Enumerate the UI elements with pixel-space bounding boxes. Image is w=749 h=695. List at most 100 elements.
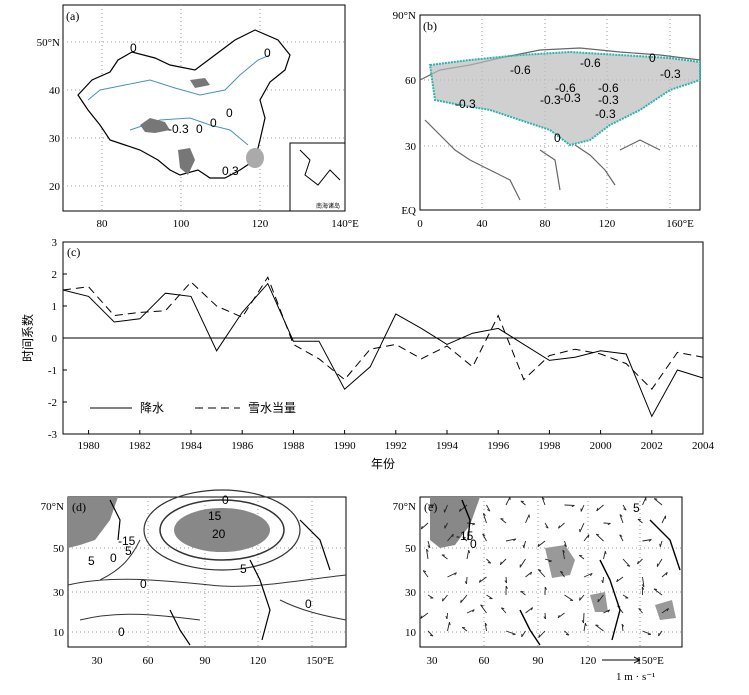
wind-vector xyxy=(505,496,511,506)
wind-vector-head xyxy=(472,523,476,526)
wind-vector-head xyxy=(452,534,454,538)
contour-label: 0 xyxy=(118,625,125,639)
x-tick-label: 2002 xyxy=(641,440,663,452)
wind-vector xyxy=(642,539,652,542)
lat-tick: 50 xyxy=(405,543,417,555)
wind-vector-head xyxy=(484,622,488,626)
wind-vector-head xyxy=(548,560,552,563)
wind-vector-head xyxy=(454,572,457,576)
wind-vector xyxy=(520,591,526,596)
x-tick-label: 2000 xyxy=(590,440,613,452)
wind-vector-head xyxy=(619,534,623,537)
wind-vector xyxy=(653,588,663,596)
wind-vector-head xyxy=(420,615,423,619)
panel-a: (a) 0 0 0 -0.3 0 0 0.3 南海诸岛 50°N 40 30 2… xyxy=(37,4,359,230)
wind-vector-head xyxy=(537,543,540,547)
wind-vector-head xyxy=(579,554,583,557)
lat-tick: 30 xyxy=(405,587,417,599)
wind-vector-head xyxy=(565,633,570,636)
wind-vector-head xyxy=(637,560,639,565)
lon-tick: 80 xyxy=(97,218,109,230)
wind-vector-head xyxy=(584,622,587,627)
contour-label: 0 xyxy=(305,597,312,611)
wind-vector xyxy=(480,604,487,614)
wind-vector-head xyxy=(560,570,564,574)
lon-tick: 90 xyxy=(200,655,212,667)
wind-vector xyxy=(595,533,604,542)
wind-vector-head xyxy=(442,598,444,602)
wind-vector xyxy=(562,550,565,560)
wind-vector xyxy=(520,500,526,506)
wind-vector-head xyxy=(641,586,645,590)
wind-vector-head xyxy=(487,509,491,512)
wind-vector xyxy=(579,522,585,533)
wind-vector xyxy=(659,540,663,547)
wind-vector-head xyxy=(431,504,435,507)
wind-vector-head xyxy=(597,599,599,603)
contour-label: 0 xyxy=(210,116,217,130)
x-tick-label: 1982 xyxy=(129,440,151,452)
wind-vector xyxy=(583,612,585,624)
lat-tick: 30 xyxy=(53,587,65,599)
wind-vector xyxy=(544,558,552,562)
wind-vector-head xyxy=(420,526,423,530)
wind-vector xyxy=(619,534,624,542)
wind-vector-head xyxy=(487,561,491,564)
contour-label: 0.3 xyxy=(222,164,239,178)
wind-vector xyxy=(583,534,590,542)
series-line-swe xyxy=(62,276,704,390)
y-tick-label: 0 xyxy=(52,333,58,345)
wind-vector xyxy=(541,497,546,506)
contour-label: 0 xyxy=(110,551,117,565)
wind-vector-head xyxy=(478,579,481,583)
wind-vector-head xyxy=(604,551,607,555)
wind-vector-head xyxy=(543,616,546,620)
lat-tick: 10 xyxy=(53,627,65,639)
wind-vector-head xyxy=(541,497,545,500)
lon-tick: 90 xyxy=(533,655,545,667)
wind-vector xyxy=(642,497,647,506)
inset-coast xyxy=(299,149,341,186)
wind-vector xyxy=(466,550,470,560)
reference-vector-head xyxy=(633,656,641,664)
contour-label: 0 xyxy=(222,493,229,507)
coastline-e xyxy=(461,499,681,646)
wind-vector xyxy=(564,594,574,601)
wind-vector-head xyxy=(654,498,658,500)
wind-vector xyxy=(661,515,666,524)
wind-vector xyxy=(538,630,546,638)
wind-vector-head xyxy=(571,504,575,508)
y-axis-label: 时间系数 xyxy=(20,314,35,362)
y-tick-label: -1 xyxy=(48,365,57,377)
wind-vector-head xyxy=(545,526,549,529)
wind-vector xyxy=(482,513,487,524)
panel-b-label: (b) xyxy=(423,19,437,33)
lon-tick: 30 xyxy=(427,655,439,667)
wind-vector xyxy=(637,558,643,565)
wind-vector xyxy=(500,607,507,614)
wind-vector-head xyxy=(579,597,581,601)
lat-tick: 60 xyxy=(405,75,417,87)
wind-vector-head xyxy=(530,571,533,575)
contour-label: -0.6 xyxy=(510,63,531,77)
contour-label: -0.3 xyxy=(598,93,619,107)
wind-vector-head xyxy=(427,545,431,549)
wind-vector xyxy=(466,522,476,525)
wind-vector xyxy=(500,518,507,524)
wind-vector-head xyxy=(562,549,566,553)
wind-vector-head xyxy=(522,544,525,548)
shade-b xyxy=(430,52,700,145)
wind-vector xyxy=(420,612,429,619)
lon-tick: 0 xyxy=(417,218,423,230)
shade-d-2 xyxy=(174,508,270,552)
contour-label: 0 xyxy=(649,51,656,65)
series-lines xyxy=(62,276,704,418)
wind-vector-head xyxy=(641,584,645,588)
wind-vector xyxy=(447,572,457,578)
shade-d-1 xyxy=(68,497,118,548)
wind-vector xyxy=(523,540,526,548)
wind-vector-head xyxy=(482,513,486,516)
wind-vector xyxy=(621,624,624,632)
wind-vector xyxy=(656,558,663,567)
contour-label: 0 xyxy=(140,577,147,591)
